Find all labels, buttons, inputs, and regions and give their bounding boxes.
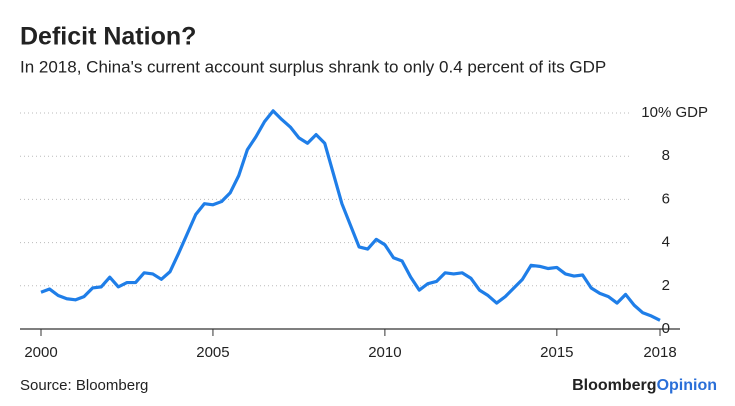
- y-tick-label: 10% GDP: [641, 104, 708, 121]
- y-tick-label: 4: [662, 234, 670, 251]
- brand: BloombergOpinion: [572, 377, 717, 394]
- brand-suffix: Opinion: [657, 377, 717, 394]
- y-tick-label: 8: [662, 147, 670, 164]
- x-tick-label: 2018: [643, 344, 676, 361]
- x-tick-label: 2000: [24, 344, 57, 361]
- y-tick-label: 2: [662, 277, 670, 294]
- x-tick-label: 2005: [196, 344, 229, 361]
- chart-title: Deficit Nation?: [20, 23, 196, 51]
- y-tick-label: 6: [662, 190, 670, 207]
- chart-subtitle: In 2018, China's current account surplus…: [20, 57, 606, 76]
- x-tick-label: 2015: [540, 344, 573, 361]
- source: Source: Bloomberg: [20, 377, 148, 394]
- y-tick-label: 0: [662, 320, 670, 337]
- x-tick-label: 2010: [368, 344, 401, 361]
- data-line: [40, 109, 661, 322]
- brand-name: Bloomberg: [572, 377, 656, 394]
